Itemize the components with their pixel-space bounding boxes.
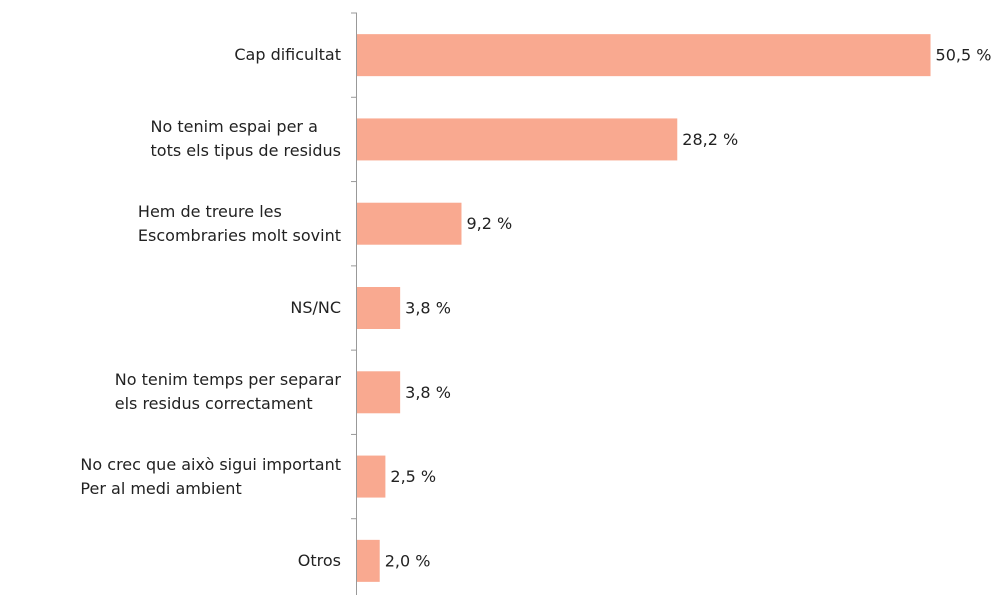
bar [357, 118, 678, 161]
value-label: 28,2 % [682, 130, 738, 149]
category-label: No tenim temps per separar els residus c… [114, 370, 341, 414]
bar [357, 539, 380, 582]
category-label: No crec que això sigui important Per al … [80, 454, 341, 498]
bar [357, 455, 386, 498]
category-label: Hem de treure les Escombraries molt sovi… [137, 201, 341, 245]
value-label: 3,8 % [405, 383, 451, 402]
value-label: 2,0 % [385, 551, 431, 570]
bar [357, 34, 931, 77]
bar [357, 287, 401, 329]
value-label: 9,2 % [466, 214, 512, 233]
value-label: 2,5 % [390, 467, 436, 486]
bar [357, 202, 462, 245]
value-label: 3,8 % [405, 299, 451, 318]
category-label: Cap dificultat [234, 45, 341, 65]
category-label: Otros [297, 550, 341, 570]
category-label: NS/NC [290, 298, 341, 317]
category-label: No tenim espai per a tots els tipus de r… [150, 117, 341, 161]
value-label: 50,5 % [936, 46, 992, 65]
bar [357, 371, 401, 414]
